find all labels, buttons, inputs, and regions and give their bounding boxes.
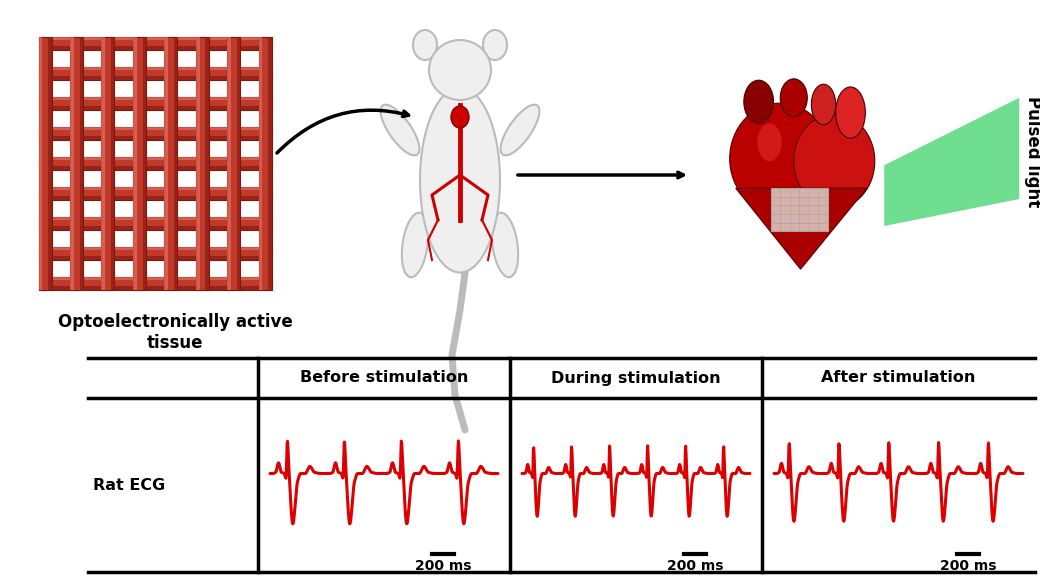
Bar [38, 166, 271, 170]
Bar [174, 36, 177, 290]
Bar [142, 36, 146, 290]
Text: After stimulation: After stimulation [822, 370, 976, 386]
Bar [38, 157, 271, 170]
Ellipse shape [500, 105, 540, 156]
Ellipse shape [811, 84, 836, 125]
Ellipse shape [757, 123, 782, 161]
Bar [38, 97, 271, 101]
Bar [133, 36, 136, 290]
Ellipse shape [794, 114, 875, 208]
Ellipse shape [430, 40, 491, 100]
Ellipse shape [836, 87, 865, 138]
Text: Rat ECG: Rat ECG [93, 477, 165, 493]
Bar [38, 256, 271, 260]
Bar [38, 277, 271, 290]
Bar [70, 36, 74, 290]
Bar [164, 36, 168, 290]
Bar [38, 106, 271, 109]
Bar [38, 157, 271, 160]
Bar [38, 36, 43, 290]
Bar [38, 36, 271, 40]
Ellipse shape [381, 105, 419, 156]
Ellipse shape [492, 213, 518, 277]
Bar [227, 36, 240, 290]
Bar [38, 226, 271, 229]
Bar [205, 36, 209, 290]
Text: 200 ms: 200 ms [415, 559, 471, 573]
Bar [48, 36, 52, 290]
Bar [101, 36, 105, 290]
Bar [237, 36, 240, 290]
Bar [38, 46, 271, 50]
Bar [38, 187, 271, 199]
Text: During stimulation: During stimulation [551, 370, 721, 386]
Ellipse shape [780, 79, 807, 116]
Bar [196, 36, 209, 290]
Ellipse shape [401, 213, 428, 277]
Polygon shape [884, 98, 1019, 226]
Text: 200 ms: 200 ms [667, 559, 723, 573]
Polygon shape [735, 188, 866, 269]
Ellipse shape [413, 30, 437, 60]
Bar [38, 36, 52, 290]
Bar [268, 36, 271, 290]
Bar [38, 76, 271, 80]
Bar [38, 286, 271, 290]
Ellipse shape [451, 106, 469, 128]
Bar [38, 126, 271, 130]
Ellipse shape [744, 80, 774, 123]
Bar [38, 126, 271, 139]
Text: Before stimulation: Before stimulation [300, 370, 468, 386]
Bar [38, 196, 271, 199]
Bar [38, 97, 271, 109]
Bar [70, 36, 83, 290]
Bar [38, 136, 271, 139]
Ellipse shape [730, 103, 831, 214]
Bar [101, 36, 114, 290]
Bar [259, 36, 271, 290]
Bar [38, 246, 271, 260]
Bar [164, 36, 177, 290]
Bar [38, 246, 271, 250]
Bar [38, 216, 271, 229]
Bar [38, 67, 271, 70]
Bar [196, 36, 200, 290]
Bar [38, 67, 271, 80]
Ellipse shape [420, 88, 500, 273]
Bar [227, 36, 231, 290]
Bar [259, 36, 262, 290]
Text: Pulsed light: Pulsed light [1023, 96, 1040, 207]
Bar [38, 216, 271, 221]
Bar [80, 36, 83, 290]
Bar [38, 187, 271, 190]
Text: Optoelectronically active
tissue: Optoelectronically active tissue [57, 313, 292, 352]
Bar [38, 277, 271, 280]
Ellipse shape [483, 30, 508, 60]
Bar [771, 188, 828, 232]
Bar [111, 36, 114, 290]
Bar [38, 36, 271, 50]
Bar [133, 36, 146, 290]
Text: 200 ms: 200 ms [940, 559, 996, 573]
